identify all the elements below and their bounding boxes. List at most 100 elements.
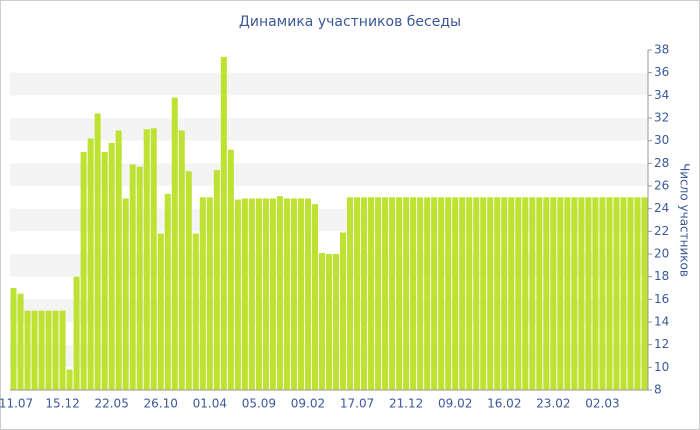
grid-band <box>10 118 648 141</box>
y-tick-label: 16 <box>654 292 669 306</box>
bar <box>571 197 578 390</box>
bar <box>354 197 361 390</box>
bar <box>515 197 522 390</box>
y-tick-label: 20 <box>654 247 669 261</box>
chart-title: Динамика участников беседы <box>239 14 461 30</box>
bar <box>473 197 480 390</box>
bar <box>164 193 171 390</box>
bar <box>248 198 255 390</box>
bar <box>234 199 241 390</box>
bar <box>227 149 234 390</box>
bar <box>389 197 396 390</box>
bar <box>508 197 515 390</box>
bar <box>431 197 438 390</box>
bar <box>634 197 641 390</box>
bar <box>522 197 529 390</box>
bar <box>578 197 585 390</box>
bar <box>80 152 87 390</box>
bar <box>332 254 340 390</box>
bar <box>178 130 185 390</box>
bar <box>375 197 382 390</box>
x-tick-label: 22.05 <box>94 397 128 411</box>
bar <box>466 197 473 390</box>
bar <box>529 197 536 390</box>
bar <box>73 276 80 390</box>
bar <box>627 197 634 390</box>
bar <box>613 197 620 390</box>
x-tick-label: 09.02 <box>438 397 472 411</box>
bar <box>318 252 326 390</box>
x-tick-label: 17.07 <box>340 397 374 411</box>
bar <box>108 142 115 390</box>
bar <box>424 197 431 390</box>
x-tick-label: 15.12 <box>45 397 79 411</box>
bar <box>550 197 557 390</box>
bar <box>213 170 220 390</box>
x-tick-label: 09.02 <box>291 397 325 411</box>
bar <box>185 171 192 390</box>
bar <box>599 197 606 390</box>
bar <box>269 198 276 390</box>
bar <box>66 369 73 390</box>
bar <box>606 197 613 390</box>
x-tick-label: 05.09 <box>242 397 276 411</box>
bar <box>192 233 199 390</box>
bar <box>325 254 333 390</box>
bar <box>157 233 164 390</box>
bar <box>592 197 599 390</box>
bar <box>38 310 45 390</box>
y-tick-label: 22 <box>654 224 669 238</box>
bar <box>87 138 94 390</box>
y-tick-label: 24 <box>654 201 669 215</box>
y-tick-label: 38 <box>654 43 669 57</box>
bar <box>59 310 66 390</box>
x-tick-label: 21.12 <box>389 397 423 411</box>
bar <box>361 197 368 390</box>
bar <box>101 152 108 390</box>
bar <box>382 197 389 390</box>
y-axis-label: Число участников <box>678 163 692 277</box>
bar <box>52 310 59 390</box>
bar <box>115 130 122 390</box>
y-tick-label: 12 <box>654 337 669 351</box>
y-tick-label: 34 <box>654 88 669 102</box>
bar <box>206 197 213 390</box>
bar <box>396 197 403 390</box>
bar <box>557 197 564 390</box>
bar <box>255 198 262 390</box>
bar <box>241 198 248 390</box>
y-tick-label: 32 <box>654 111 669 125</box>
bar <box>340 232 347 390</box>
bar <box>45 310 52 390</box>
bar <box>304 198 311 390</box>
x-tick-label: 11.07 <box>0 397 33 411</box>
bar <box>445 197 452 390</box>
bar <box>494 197 501 390</box>
x-tick-label: 23.02 <box>536 397 570 411</box>
grid-band <box>10 163 648 186</box>
y-tick-label: 30 <box>654 133 669 147</box>
y-tick-label: 18 <box>654 269 669 283</box>
bar <box>297 198 304 390</box>
bar <box>487 197 494 390</box>
bar <box>31 310 38 390</box>
bar <box>10 288 17 390</box>
bar <box>136 166 143 390</box>
y-tick-label: 10 <box>654 360 669 374</box>
bar <box>347 197 354 390</box>
y-tick-label: 28 <box>654 156 669 170</box>
x-tick-label: 16.02 <box>487 397 521 411</box>
x-tick-label: 01.04 <box>193 397 227 411</box>
bar <box>417 197 424 390</box>
bar <box>94 113 101 390</box>
bar <box>480 197 487 390</box>
bar <box>122 198 129 390</box>
y-tick-label: 26 <box>654 179 669 193</box>
bar <box>220 56 227 391</box>
bar <box>290 198 297 390</box>
bar <box>199 197 206 390</box>
bar <box>564 197 571 390</box>
bar <box>410 197 417 390</box>
bar <box>143 129 150 391</box>
